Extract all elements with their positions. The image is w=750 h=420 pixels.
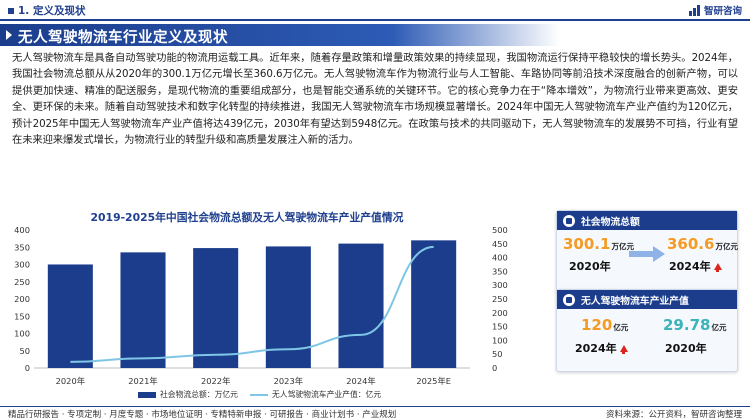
y-left-tick-label: 350 — [14, 242, 30, 252]
y-left-tick-label: 150 — [14, 311, 30, 321]
square-bullet-icon — [8, 7, 14, 14]
up-arrow-icon — [619, 344, 628, 354]
y-right-tick-label: 150 — [492, 322, 508, 332]
y-left-tick-label: 400 — [14, 225, 30, 235]
x-tick-label: 2023年 — [274, 376, 303, 386]
legend-bar: 社会物流总额：万亿元 — [138, 389, 238, 400]
card-title: 无人驾驶物流车产业产值 — [581, 295, 689, 307]
y-right-tick-label: 300 — [492, 280, 508, 290]
y-right-tick-label: 250 — [492, 294, 508, 304]
bar — [47, 264, 93, 368]
y-right-tick-label: 200 — [492, 308, 508, 318]
arrow-right-icon — [629, 246, 665, 262]
up-arrow-icon — [713, 262, 722, 272]
chart-title: 2019-2025年中国社会物流总额及无人驾驶物流车产业产值情况 — [90, 211, 404, 224]
x-tick-label: 2025年E — [416, 376, 451, 386]
bar — [120, 252, 166, 368]
brand-logo: 智研咨询 — [688, 3, 742, 17]
value-2024: 360.6万亿元 — [667, 235, 738, 253]
y-right-tick-label: 350 — [492, 266, 508, 276]
chart-svg: 0 50 100 150 200 250 300 350 400 0 50 100 150 200 250 3… — [14, 225, 508, 386]
year-right: 2020年 — [665, 342, 707, 355]
section-tag: 1. 定义及现状 — [8, 3, 85, 18]
year-right: 2024年 — [669, 258, 722, 274]
y-left-tick-label: 50 — [19, 346, 30, 356]
year-left: 2024年 — [575, 340, 628, 356]
y-right-tick-label: 400 — [492, 253, 508, 263]
footer-divider — [0, 406, 750, 407]
logo-bars-icon — [688, 4, 701, 16]
y-right-tick-label: 450 — [492, 239, 508, 249]
card-title: 社会物流总额 — [581, 216, 640, 228]
combo-chart: 0 50 100 150 200 250 300 350 400 0 50 100 150 200 250 3… — [8, 222, 508, 412]
y-left-tick-label: 250 — [14, 277, 30, 287]
y-right-tick-label: 500 — [492, 225, 508, 235]
logo-text: 智研咨询 — [703, 6, 742, 17]
card-header: 社会物流总额 — [557, 211, 737, 230]
card-industry-output: 无人驾驶物流车产业产值 120亿元 29.78亿元 2024年 2020年 — [556, 289, 738, 372]
x-tick-label: 2021年 — [128, 376, 157, 386]
value-2020: 300.1万亿元 — [563, 235, 634, 253]
y-left-tick-label: 200 — [14, 294, 30, 304]
chevron-right-icon — [6, 30, 12, 40]
intro-paragraph: 无人驾驶物流车是具备自动驾驶功能的物流用运载工具。近年来，随着存量政策和增量政策… — [12, 52, 738, 147]
legend-line-label: 无人驾驶物流车产业产值：亿元 — [272, 390, 382, 399]
card-header: 无人驾驶物流车产业产值 — [557, 290, 737, 309]
x-tick-label: 2024年 — [346, 376, 375, 386]
x-tick-label: 2020年 — [56, 376, 85, 386]
top-bar: 1. 定义及现状 智研咨询 — [0, 0, 750, 18]
y-right-tick-label: 0 — [492, 363, 497, 373]
bar — [338, 243, 384, 368]
value-2020: 29.78亿元 — [663, 316, 727, 334]
title-banner: 无人驾驶物流车行业定义及现状 — [0, 24, 560, 46]
y-left-tick-label: 0 — [25, 363, 30, 373]
page-title: 无人驾驶物流车行业定义及现状 — [18, 30, 228, 46]
series-line — [70, 245, 434, 363]
bar — [193, 248, 239, 368]
chart-icon — [563, 214, 575, 227]
legend-line: 无人驾驶物流车产业产值：亿元 — [250, 389, 381, 400]
y-right-tick-label: 50 — [492, 349, 503, 359]
year-left: 2020年 — [569, 260, 611, 273]
card-social-logistics: 社会物流总额 300.1万亿元 360.6万亿元 2020年 2024年 — [556, 210, 738, 293]
footer-source: 资料来源：公开资料，智研咨询整理 — [605, 410, 742, 420]
section-label: 1. 定义及现状 — [18, 5, 86, 17]
top-divider — [0, 19, 750, 21]
y-left-tick-label: 100 — [14, 329, 30, 339]
x-tick-label: 2022年 — [201, 376, 230, 386]
chart-icon — [563, 293, 575, 306]
legend-bar-swatch — [138, 391, 156, 398]
legend-line-swatch — [250, 393, 268, 396]
footer-services: 精品行研报告 · 专项定制 · 月度专题 · 市场地位证明 · 专精特新申报 ·… — [8, 410, 397, 420]
y-left-tick-label: 300 — [14, 260, 30, 270]
legend-bar-label: 社会物流总额：万亿元 — [160, 390, 238, 399]
y-right-tick-label: 100 — [492, 335, 508, 345]
value-2024: 120亿元 — [581, 316, 629, 334]
bar — [411, 240, 457, 368]
